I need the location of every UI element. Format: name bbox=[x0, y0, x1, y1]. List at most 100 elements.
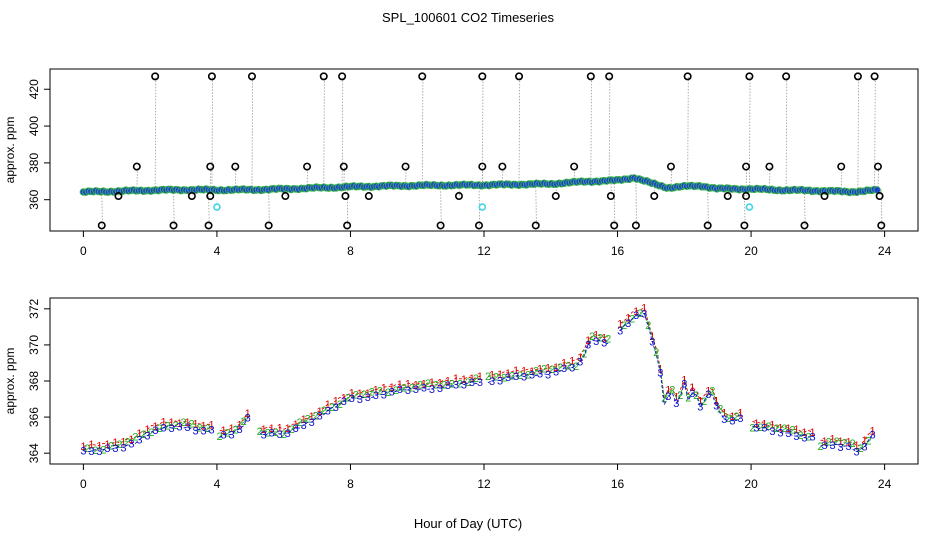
series-3-marker: 3 bbox=[437, 383, 443, 395]
series-3-marker: 3 bbox=[421, 383, 427, 395]
series-2-marker: 2 bbox=[241, 416, 247, 428]
spike-guide-line bbox=[211, 76, 213, 190]
outlier-point bbox=[742, 192, 751, 201]
series-2-marker: 2 bbox=[709, 385, 715, 397]
series-2-marker: 2 bbox=[825, 437, 831, 449]
series-2-marker: 2 bbox=[465, 377, 471, 389]
series-2-marker: 2 bbox=[858, 443, 864, 455]
series-3-marker: 3 bbox=[681, 379, 687, 391]
series-2-marker: 2 bbox=[197, 422, 203, 434]
top-y-tick-label: 360 bbox=[27, 189, 41, 209]
outlier-point bbox=[531, 221, 540, 230]
spike-guide-line bbox=[653, 184, 656, 197]
top-panel-scatter: 0 4 8 12 16 20 24 360 380 400 420 approx. ppm bbox=[3, 68, 919, 258]
series-3-marker: 3 bbox=[545, 369, 551, 381]
outlier-point bbox=[418, 72, 427, 81]
outlier-point bbox=[666, 162, 675, 171]
series-1-marker: 1 bbox=[713, 396, 719, 408]
series-2-marker: 2 bbox=[401, 383, 407, 395]
series-1-marker: 1 bbox=[317, 406, 323, 418]
spike-guide-line bbox=[857, 76, 859, 192]
series-2-marker: 2 bbox=[132, 432, 138, 444]
series-1-marker: 1 bbox=[477, 371, 483, 383]
series-3-marker: 3 bbox=[569, 363, 575, 375]
bottom-y-tick-label: 366 bbox=[27, 407, 41, 427]
series-1-marker: 1 bbox=[293, 419, 299, 431]
series-1-marker: 1 bbox=[461, 374, 467, 386]
outlier-point bbox=[281, 192, 290, 201]
outlier-point bbox=[723, 192, 732, 201]
spike-guide-line bbox=[518, 76, 521, 185]
series-2-marker: 2 bbox=[757, 422, 763, 434]
series-2-marker: 2 bbox=[433, 380, 439, 392]
series-3-marker: 3 bbox=[537, 369, 543, 381]
series-1-marker: 1 bbox=[729, 411, 735, 423]
series-1-marker: 1 bbox=[104, 439, 110, 451]
series-1-marker: 1 bbox=[854, 440, 860, 452]
series-2-marker: 2 bbox=[541, 364, 547, 376]
series-1-marker: 1 bbox=[176, 418, 182, 430]
spike-guide-line bbox=[478, 184, 481, 226]
series-3-marker: 3 bbox=[769, 426, 775, 438]
series-2-marker: 2 bbox=[417, 380, 423, 392]
outlier-point bbox=[364, 192, 373, 201]
spike-guide-line bbox=[840, 166, 843, 192]
series-3-marker: 3 bbox=[80, 446, 86, 458]
top-y-axis-label: approx. ppm bbox=[3, 117, 17, 184]
series-3-marker: 3 bbox=[112, 443, 118, 455]
series-3-marker: 3 bbox=[277, 429, 283, 441]
series-2-marker: 2 bbox=[140, 429, 146, 441]
spike-guide-line bbox=[136, 166, 138, 191]
series-3-marker: 3 bbox=[237, 424, 243, 436]
series-1-marker: 1 bbox=[617, 318, 623, 330]
outlier-point bbox=[247, 72, 256, 81]
series-1-marker: 1 bbox=[761, 418, 767, 430]
series-1-marker: 1 bbox=[421, 378, 427, 390]
series-3-marker: 3 bbox=[96, 446, 102, 458]
series-2-marker: 2 bbox=[549, 364, 555, 376]
series-2-marker: 2 bbox=[148, 427, 154, 439]
series-1-marker: 1 bbox=[505, 368, 511, 380]
series-2-marker: 2 bbox=[685, 392, 691, 404]
series-2-marker: 2 bbox=[805, 432, 811, 444]
series-3-marker: 3 bbox=[489, 376, 495, 388]
series-1-marker: 1 bbox=[437, 378, 443, 390]
series-1-marker: 1 bbox=[413, 380, 419, 392]
series-3-marker: 3 bbox=[837, 442, 843, 454]
bottom-x-tick-label: 12 bbox=[477, 477, 491, 491]
outlier-point bbox=[631, 221, 640, 230]
series-3-marker: 3 bbox=[665, 391, 671, 403]
outlier-point bbox=[873, 162, 882, 171]
series-2-marker: 2 bbox=[781, 423, 787, 435]
series-3-marker: 3 bbox=[325, 406, 331, 418]
series-2-marker: 2 bbox=[225, 427, 231, 439]
series-3-marker: 3 bbox=[521, 372, 527, 384]
series-2-marker: 2 bbox=[156, 423, 162, 435]
series-1-marker: 1 bbox=[601, 333, 607, 345]
series-3-marker: 3 bbox=[553, 367, 559, 379]
outlier-point bbox=[454, 192, 463, 201]
outlier-point bbox=[187, 192, 196, 201]
series-3-marker: 3 bbox=[445, 380, 451, 392]
outlier-point bbox=[745, 72, 754, 81]
series-1-marker: 1 bbox=[229, 423, 235, 435]
series-2-marker: 2 bbox=[725, 413, 731, 425]
cyan-point bbox=[745, 203, 754, 211]
series-2-marker: 2 bbox=[653, 347, 659, 359]
series-3-marker: 3 bbox=[104, 443, 110, 455]
series-3-marker: 3 bbox=[601, 338, 607, 350]
series-1-marker: 1 bbox=[697, 395, 703, 407]
series-1-marker: 1 bbox=[381, 382, 387, 394]
series-1-marker: 1 bbox=[801, 427, 807, 439]
series-3-marker: 3 bbox=[870, 429, 876, 441]
series-3-marker: 3 bbox=[160, 422, 166, 434]
series-3-marker: 3 bbox=[862, 441, 868, 453]
series-1-marker: 1 bbox=[80, 441, 86, 453]
outlier-point bbox=[478, 162, 487, 171]
series-1-marker: 1 bbox=[389, 382, 395, 394]
outlier-point bbox=[782, 72, 791, 81]
series-1-marker: 1 bbox=[870, 425, 876, 437]
series-1-marker: 1 bbox=[357, 388, 363, 400]
series-1-marker: 1 bbox=[845, 437, 851, 449]
outlier-point bbox=[586, 72, 595, 81]
